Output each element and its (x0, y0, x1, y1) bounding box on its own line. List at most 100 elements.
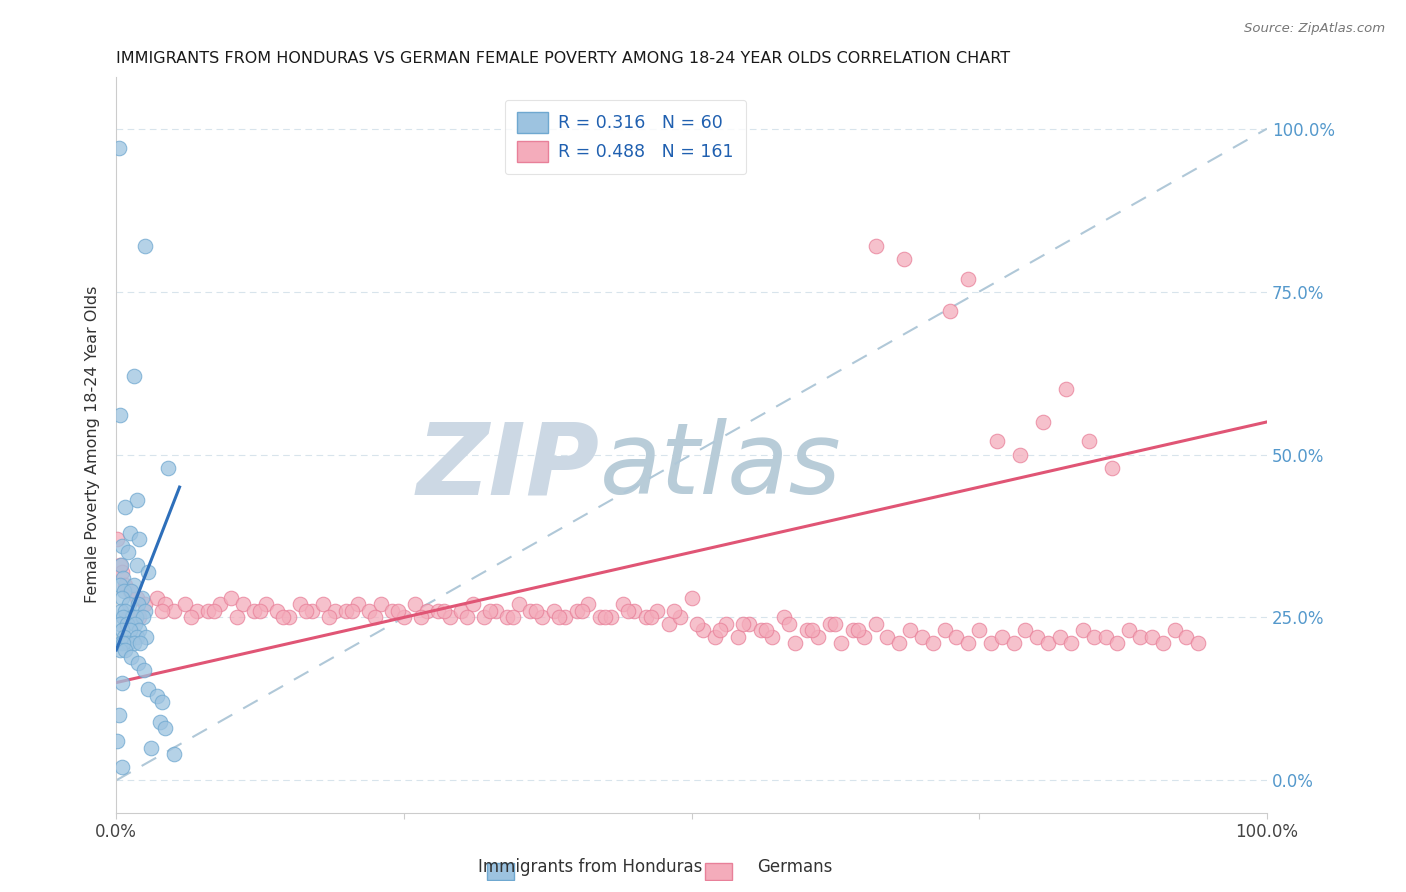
Point (132, 610, 155, 624)
Point (502, 610, 524, 624)
Point (112, 571, 135, 585)
Point (221, 591, 243, 605)
Point (623, 604, 645, 618)
Point (714, 616, 737, 631)
Point (111, 539, 134, 553)
Point (347, 598, 370, 612)
Point (114, 578, 136, 592)
Point (301, 604, 323, 618)
Point (120, 649, 142, 664)
Point (433, 604, 456, 618)
Point (709, 624, 731, 638)
Point (956, 271, 979, 285)
Point (738, 616, 761, 631)
Point (796, 624, 818, 638)
Point (1164, 624, 1187, 638)
Point (135, 630, 157, 644)
Point (761, 630, 783, 644)
Point (318, 610, 340, 624)
Point (107, 734, 129, 748)
Point (595, 610, 617, 624)
Point (911, 630, 934, 644)
Point (108, 578, 131, 592)
Point (163, 604, 186, 618)
Point (120, 584, 142, 599)
Point (733, 616, 755, 631)
Point (658, 616, 681, 631)
Point (163, 747, 186, 762)
Point (416, 604, 439, 618)
Point (111, 675, 134, 690)
Point (496, 610, 519, 624)
Point (1071, 624, 1094, 638)
Point (125, 493, 148, 508)
Point (1077, 434, 1099, 449)
Point (112, 630, 135, 644)
Point (249, 604, 271, 618)
Point (778, 616, 800, 631)
Point (174, 598, 197, 612)
Point (266, 604, 288, 618)
Point (232, 598, 254, 612)
Point (312, 598, 335, 612)
Point (1060, 636, 1083, 650)
Point (785, 636, 807, 650)
Point (456, 610, 478, 624)
Point (118, 598, 141, 612)
Point (117, 610, 139, 624)
Point (669, 610, 692, 624)
Point (508, 598, 530, 612)
Point (153, 598, 176, 612)
Point (461, 598, 484, 612)
Point (1054, 382, 1077, 396)
Point (120, 584, 142, 599)
Point (392, 610, 415, 624)
Point (125, 610, 148, 624)
Point (991, 630, 1014, 644)
Point (381, 604, 404, 618)
Point (139, 740, 162, 755)
Point (727, 630, 749, 644)
Point (1049, 630, 1071, 644)
Point (692, 624, 714, 638)
Point (450, 604, 472, 618)
Point (801, 624, 824, 638)
Point (112, 610, 135, 624)
Point (111, 591, 134, 605)
Point (588, 610, 610, 624)
Text: Immigrants from Honduras: Immigrants from Honduras (478, 858, 703, 876)
Point (830, 636, 852, 650)
Point (117, 545, 139, 559)
Point (956, 636, 979, 650)
Point (150, 604, 173, 618)
Point (157, 460, 180, 475)
Point (640, 610, 662, 624)
Point (122, 636, 145, 650)
Point (107, 533, 129, 547)
Point (110, 636, 132, 650)
Point (853, 630, 876, 644)
Point (107, 141, 129, 155)
Point (111, 565, 134, 579)
Point (686, 616, 709, 631)
Point (243, 604, 266, 618)
Point (323, 604, 346, 618)
Point (772, 610, 794, 624)
Point (340, 604, 363, 618)
Point (1014, 624, 1036, 638)
Point (111, 624, 134, 638)
Point (824, 616, 846, 631)
Point (134, 604, 156, 618)
Point (898, 624, 921, 638)
Point (479, 604, 502, 618)
Point (848, 624, 870, 638)
Point (128, 624, 150, 638)
Point (128, 533, 150, 547)
Point (359, 604, 381, 618)
Point (404, 598, 426, 612)
Point (980, 636, 1002, 650)
Point (124, 616, 146, 631)
Point (108, 558, 131, 573)
Point (138, 682, 160, 697)
Point (1175, 630, 1198, 644)
